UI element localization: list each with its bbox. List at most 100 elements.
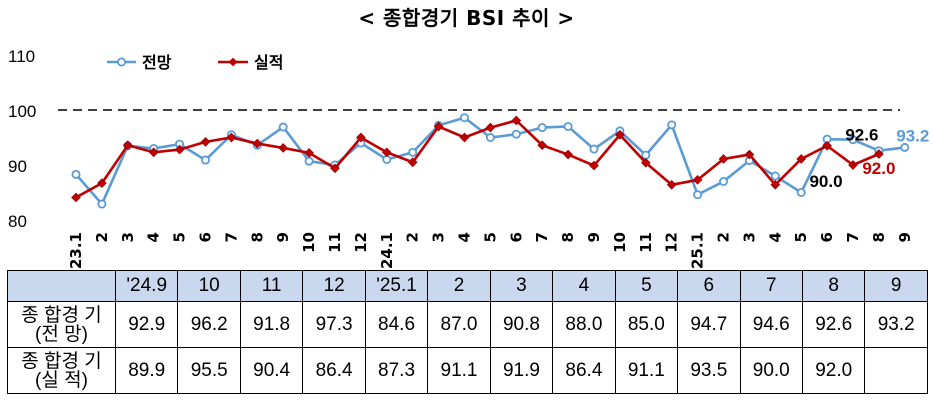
x-tick-label: 10 xyxy=(611,232,629,253)
y-tick-label: 100 xyxy=(8,102,36,121)
data-label: 92.6 xyxy=(845,126,878,145)
table-cell: 91.1 xyxy=(427,347,491,394)
table-cell: 88.0 xyxy=(552,301,616,348)
x-tick-label: 11 xyxy=(637,232,655,253)
data-point-actual xyxy=(770,179,781,190)
x-tick-label: 2 xyxy=(93,232,111,242)
table-cell: 94.7 xyxy=(677,301,741,348)
x-tick-label: 3 xyxy=(119,232,137,242)
table-header-row: '24.9 10 11 12'25.1 2 3 4 5 6 7 8 9 xyxy=(7,270,928,302)
data-point-actual xyxy=(381,147,392,158)
table-cell: 91.1 xyxy=(614,347,679,394)
data-point-actual xyxy=(148,147,159,158)
data-point-actual xyxy=(744,149,755,160)
data-label: 90.0 xyxy=(809,172,842,191)
data-point-actual xyxy=(822,140,832,151)
x-tick-label: 4 xyxy=(145,232,163,242)
table-header-cell: 9 xyxy=(864,270,928,302)
data-point-forecast xyxy=(200,155,210,165)
table-cell: 95.5 xyxy=(177,347,241,394)
x-tick-label: 2 xyxy=(404,232,422,242)
y-axis: 80 90 100 110 xyxy=(8,47,36,231)
row-label-line2: (전 망) xyxy=(35,323,88,345)
x-tick-label: 11 xyxy=(326,232,344,253)
row-label-line1: 종 합경 기 xyxy=(21,304,102,326)
table-header-cell: 4 xyxy=(552,270,616,302)
x-tick-label: 4 xyxy=(456,232,474,242)
annotations: 92.6 93.2 90.0 92.0 xyxy=(809,126,929,191)
data-point-forecast xyxy=(641,150,651,160)
table-cell: 91.8 xyxy=(239,301,304,348)
table-cell: 93.2 xyxy=(864,301,928,348)
data-point-forecast xyxy=(848,135,858,145)
x-tick-label: 9 xyxy=(274,232,292,242)
x-tick-label: 6 xyxy=(818,232,836,242)
data-point-actual xyxy=(796,154,807,164)
x-tick-label: 7 xyxy=(844,232,862,242)
x-tick-label: 6 xyxy=(507,232,525,242)
data-point-actual xyxy=(174,144,185,155)
data-point-actual xyxy=(97,178,107,188)
data-point-actual xyxy=(874,149,884,159)
x-tick-label: 8 xyxy=(248,232,266,242)
data-point-actual xyxy=(459,132,470,143)
x-tick-label: 8 xyxy=(559,232,577,242)
data-point-actual xyxy=(537,140,548,151)
data-point-forecast xyxy=(304,156,314,166)
table-cell: 91.9 xyxy=(489,347,554,394)
data-point-actual xyxy=(589,160,599,171)
data-point-forecast xyxy=(589,144,599,154)
data-point-actual xyxy=(615,129,625,140)
table-header-cell: '24.9 xyxy=(114,270,179,302)
table-cell: 97.3 xyxy=(302,301,366,348)
table-cell: 85.0 xyxy=(614,301,679,348)
row-label: 종 합경 기 (실 적) xyxy=(7,347,116,394)
series-line-1 xyxy=(75,119,880,199)
table-header-cell: 12 xyxy=(302,270,366,302)
legend-marker-actual xyxy=(228,57,238,67)
table-row: 종 합경 기 (전 망) 92.9 96.2 91.8 97.3 84.6 87.0 90.8 8… xyxy=(7,301,928,348)
data-point-actual xyxy=(200,137,211,147)
data-point-forecast xyxy=(796,187,806,197)
data-point-actual xyxy=(692,175,703,185)
table-header-cell: 11 xyxy=(239,270,304,302)
table-header-cell: 2 xyxy=(427,270,491,302)
x-tick-label: 9 xyxy=(896,232,914,242)
series-group xyxy=(71,113,910,209)
data-point-actual xyxy=(848,160,858,170)
data-point-forecast xyxy=(71,169,81,179)
legend-label-actual: 실적 xyxy=(254,53,283,72)
data-point-actual xyxy=(122,140,133,151)
table-cell: 86.4 xyxy=(302,347,366,394)
x-axis: '23.1 2 3 4 5 6 7 8 9 10 11 12 24.1 2 3 4 5 6 7 8 9 10 11 12 25.… xyxy=(67,232,914,270)
data-point-actual xyxy=(666,179,677,190)
table-header-cell: 3 xyxy=(489,270,554,302)
data-label: 92.0 xyxy=(862,159,895,178)
x-tick-label: 12 xyxy=(663,232,681,253)
table-header-cell: 10 xyxy=(177,270,241,302)
data-point-forecast xyxy=(537,123,547,133)
data-point-forecast xyxy=(693,190,703,200)
data-label: 93.2 xyxy=(896,126,929,145)
x-tick-label: 3 xyxy=(740,232,758,242)
data-point-actual xyxy=(304,148,314,158)
y-tick-label: 110 xyxy=(8,47,35,66)
data-point-actual xyxy=(252,138,263,149)
table-cell: 92.0 xyxy=(801,347,866,394)
table-cell: 92.6 xyxy=(801,301,866,348)
table-header-cell: 5 xyxy=(614,270,679,302)
x-tick-label: 9 xyxy=(585,232,603,242)
x-tick-label: 6 xyxy=(197,232,215,242)
bsi-data-table: '24.9 10 11 12'25.1 2 3 4 5 6 7 8 9 종 합경 기 (전 망) 92.9 9… xyxy=(7,270,928,394)
table-cell xyxy=(864,347,928,394)
y-tick-label: 80 xyxy=(8,212,27,231)
chart-title: < 종합경기 BSI 추이 > xyxy=(358,6,575,30)
table-header-cell: 8 xyxy=(801,270,866,302)
x-tick-label: 24.1 xyxy=(378,232,396,269)
x-tick-label: '23.1 xyxy=(67,232,85,270)
legend-label-forecast: 전망 xyxy=(142,53,172,72)
data-point-forecast xyxy=(97,199,107,209)
row-label-line2: (실 적) xyxy=(35,369,88,391)
table-cell: 90.8 xyxy=(489,301,554,348)
legend: 전망 실적 xyxy=(107,53,283,72)
